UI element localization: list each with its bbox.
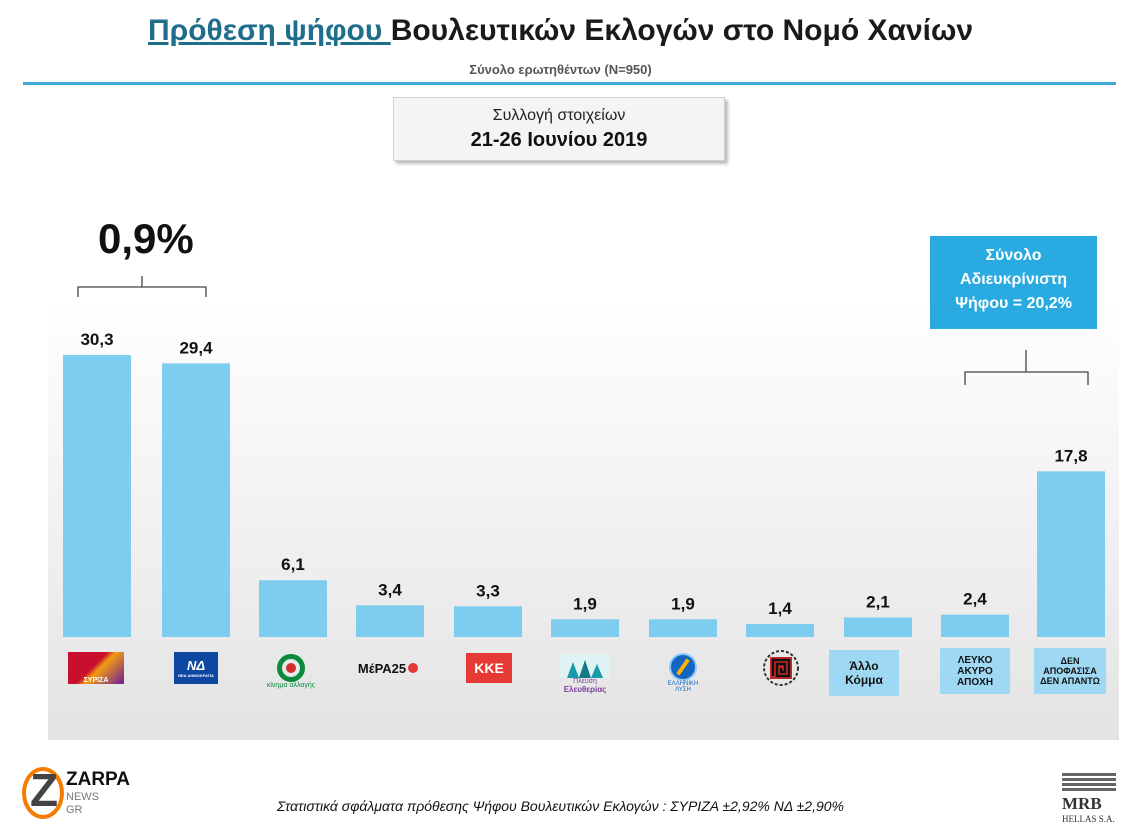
plefsi-logo: Πλεύση Ελευθερίας — [552, 648, 618, 700]
mrb-logo: MRB HELLAS S.A. — [1062, 773, 1120, 833]
collection-label: Συλλογή στοιχείων — [492, 107, 626, 124]
header-divider — [23, 82, 1116, 85]
kinal-logo: κίνημα αλλαγής — [258, 648, 324, 694]
bar-10 — [941, 614, 1009, 637]
undecided-line-3: Ψήφου = 20,2% — [955, 295, 1072, 312]
value-label-5: 3,3 — [476, 581, 500, 600]
value-label-7: 1,9 — [671, 594, 695, 613]
label-allo-komma: Άλλο Κόμμα — [829, 650, 899, 696]
kke-logo: ΚΚΕ — [456, 648, 522, 688]
zarpa-ring — [22, 767, 64, 819]
zarpa-logo: Z ZARPA NEWS GR — [22, 764, 137, 825]
zarpa-z: Z — [30, 764, 59, 816]
undecided-line-1: Σύνολο — [985, 247, 1042, 264]
mera25-logo: ΜέΡΑ25 — [355, 648, 421, 688]
bar-9 — [844, 617, 912, 637]
chrysi-avgi-logo — [748, 648, 814, 688]
value-label-3: 6,1 — [281, 555, 305, 574]
undecided-brace — [964, 350, 1089, 385]
undecided-line-2: Αδιευκρίνιστη — [959, 271, 1068, 288]
meander-icon — [763, 650, 799, 686]
plefsi-text-2: Ελευθερίας — [563, 685, 607, 694]
value-label-1: 30,3 — [80, 330, 113, 349]
bar-7 — [649, 619, 717, 637]
lefko-line-2: ΑΚΥΡΟ — [957, 665, 993, 677]
kinal-mark — [277, 653, 305, 682]
page-title: Πρόθεση ψήφου Βουλευτικών Εκλογών στο Νο… — [0, 14, 1121, 48]
title-highlight: Πρόθεση ψήφου — [147, 14, 391, 47]
bar-11 — [1037, 471, 1105, 637]
elliniki-lysi-text-1: ΕΛΛΗΝΙΚΗ — [667, 681, 699, 687]
value-label-9: 2,1 — [866, 592, 890, 611]
mrb-subtext: HELLAS S.A. — [1062, 814, 1115, 824]
kinal-text: κίνημα αλλαγής — [266, 681, 316, 689]
allo-line-2: Κόμμα — [845, 673, 883, 687]
syriza-text: ΣΥΡΙΖΑ — [83, 677, 109, 684]
den-line-1: ΔΕΝ — [1060, 656, 1080, 666]
value-label-4: 3,4 — [378, 580, 402, 599]
collection-box: Συλλογή στοιχείων 21-26 Ιουνίου 2019 — [393, 97, 725, 161]
collection-dates: 21-26 Ιουνίου 2019 — [470, 129, 648, 151]
elliniki-lysi-logo: ΕΛΛΗΝΙΚΗ ΛΥΣΗ — [650, 648, 716, 698]
mrb-text: MRB — [1062, 794, 1102, 813]
value-label-8: 1,4 — [768, 599, 792, 618]
nd-text: ΝΔ — [186, 658, 206, 673]
title-rest: Βουλευτικών Εκλογών στο Νομό Χανίων — [390, 14, 974, 47]
nd-mark: ΝΔ ΝΕΑ ΔΗΜΟΚΡΑΤΙΑ — [174, 652, 218, 684]
label-lefko-akyro-apoxi: ΛΕΥΚΟ ΑΚΥΡΟ ΑΠΟΧΗ — [940, 648, 1010, 694]
zarpa-gr: GR — [66, 804, 83, 816]
value-label-2: 29,4 — [179, 338, 213, 357]
kke-text: ΚΚΕ — [474, 660, 504, 676]
bar-2 — [162, 363, 230, 637]
allo-line-1: Άλλο — [849, 659, 879, 673]
label-den-apofasisa: ΔΕΝ ΑΠΟΦΑΣΙΣΑ ΔΕΝ ΑΠΑΝΤΩ — [1034, 648, 1106, 694]
lefko-line-3: ΑΠΟΧΗ — [956, 676, 994, 688]
gap-brace — [77, 276, 207, 297]
undecided-box: Σύνολο Αδιευκρίνιστη Ψήφου = 20,2% — [930, 236, 1097, 329]
mera25-text: ΜέΡΑ25 — [357, 660, 407, 676]
mrb-stripes — [1062, 773, 1116, 793]
mera25-dot — [408, 663, 419, 673]
plefsi-mark — [560, 654, 610, 678]
value-labels-group: 30,3 29,4 6,1 3,4 3,3 1,9 1,9 1,4 2,1 2,4 17,8 — [80, 330, 1087, 618]
zarpa-news: NEWS — [66, 791, 99, 803]
footer-note: Στατιστικά σφάλματα πρόθεσης Ψήφου Βουλε… — [277, 798, 844, 814]
gap-annotation: 0,9% — [98, 215, 194, 262]
value-label-10: 2,4 — [963, 590, 987, 609]
nd-logo: ΝΔ ΝΕΑ ΔΗΜΟΚΡΑΤΙΑ — [163, 648, 229, 688]
bar-8 — [746, 623, 814, 637]
den-line-3: ΔΕΝ ΑΠΑΝΤΩ — [1040, 676, 1100, 686]
nd-subtext: ΝΕΑ ΔΗΜΟΚΡΑΤΙΑ — [178, 673, 214, 678]
value-label-11: 17,8 — [1054, 446, 1087, 465]
den-line-2: ΑΠΟΦΑΣΙΣΑ — [1043, 666, 1097, 676]
page-subtitle: Σύνολο ερωτηθέντων (Ν=950) — [469, 62, 652, 77]
syriza-logo: ΣΥΡΙΖΑ — [63, 648, 129, 688]
bar-4 — [356, 605, 424, 637]
value-label-6: 1,9 — [573, 594, 597, 613]
lefko-line-1: ΛΕΥΚΟ — [957, 654, 993, 666]
bar-5 — [454, 606, 522, 637]
elliniki-lysi-text-2: ΛΥΣΗ — [675, 687, 691, 693]
zarpa-text: ZARPA — [66, 769, 131, 790]
kke-mark: ΚΚΕ — [466, 653, 512, 683]
bar-3 — [259, 580, 327, 637]
plefsi-text-1: Πλεύση — [573, 678, 597, 685]
bar-6 — [551, 619, 619, 637]
syriza-mark: ΣΥΡΙΖΑ — [68, 652, 124, 684]
elliniki-lysi-mark — [669, 653, 697, 681]
bar-1 — [63, 355, 131, 637]
bars-group — [63, 355, 1105, 637]
